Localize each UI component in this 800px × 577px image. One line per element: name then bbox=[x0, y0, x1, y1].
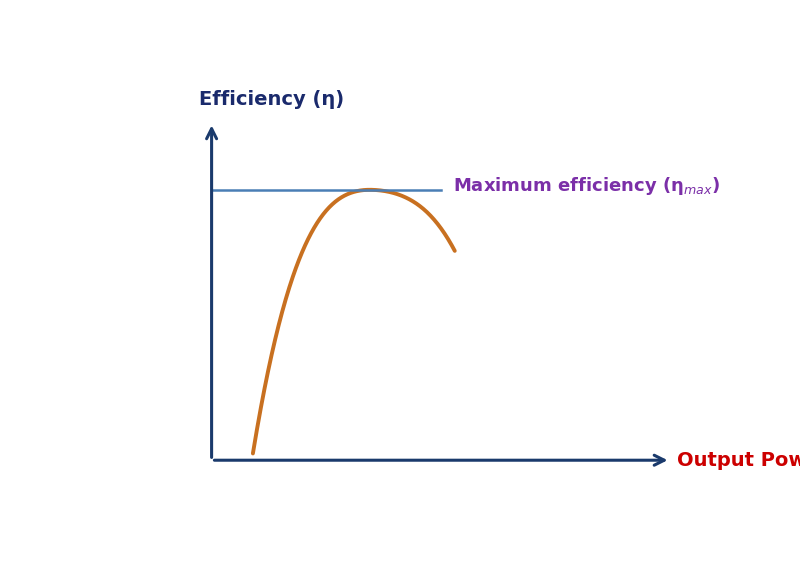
Text: Efficiency (η): Efficiency (η) bbox=[199, 90, 344, 109]
Text: Output Power (KVA): Output Power (KVA) bbox=[677, 451, 800, 470]
Text: Maximum efficiency (η$_{max}$): Maximum efficiency (η$_{max}$) bbox=[454, 175, 720, 197]
